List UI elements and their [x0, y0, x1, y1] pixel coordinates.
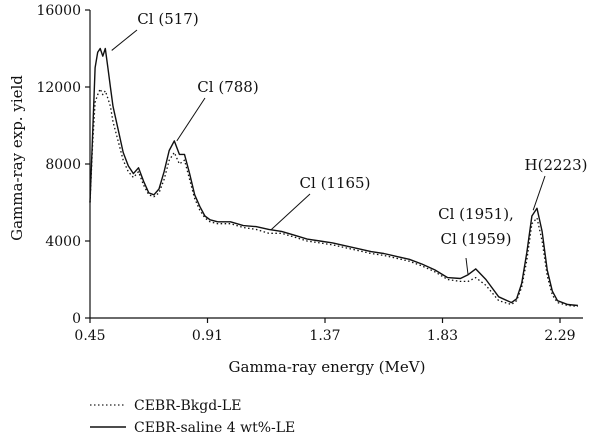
annotation-label: H(2223)	[525, 156, 588, 174]
x-tick-label: 1.83	[427, 328, 458, 344]
series-group	[89, 47, 578, 308]
y-axis: 0 4000 8000 12000 16000	[36, 3, 91, 327]
y-axis-title: Gamma-ray exp. yield	[8, 75, 26, 241]
x-tick-label: 0.45	[74, 328, 105, 344]
y-tick-label: 16000	[36, 3, 81, 19]
x-tick-label: 0.91	[192, 328, 223, 344]
legend-label-saline: CEBR-saline 4 wt%-LE	[134, 420, 295, 436]
annotation-label: Cl (1951),	[438, 205, 514, 223]
series-line-saline	[89, 47, 578, 307]
annotation-leader	[176, 97, 206, 142]
x-axis: 0.45 0.91 1.37 1.83 2.29	[74, 317, 583, 344]
annotation-label: Cl (517)	[137, 10, 198, 28]
x-tick-label: 1.37	[309, 328, 340, 344]
annotation-leader	[465, 257, 469, 275]
annotation-label: Cl (1959)	[441, 230, 512, 248]
annotation-leader	[111, 29, 138, 51]
annotation-label: Cl (1165)	[300, 174, 371, 192]
x-axis-title: Gamma-ray energy (MeV)	[229, 358, 426, 376]
series-line-bkgd	[89, 88, 578, 308]
y-tick-label: 8000	[45, 157, 81, 173]
y-tick-label: 12000	[36, 80, 81, 96]
legend: CEBR-Bkgd-LE CEBR-saline 4 wt%-LE	[90, 398, 295, 436]
annotations: Cl (517) Cl (788) Cl (1165) Cl (1951), Cl (1…	[111, 10, 588, 275]
legend-label-bkgd: CEBR-Bkgd-LE	[134, 398, 241, 414]
y-tick-label: 0	[72, 311, 81, 327]
annotation-leader	[271, 193, 311, 230]
annotation-leader	[532, 175, 546, 211]
annotation-label: Cl (788)	[197, 78, 258, 96]
y-tick-label: 4000	[45, 234, 81, 250]
x-tick-label: 2.29	[544, 328, 575, 344]
